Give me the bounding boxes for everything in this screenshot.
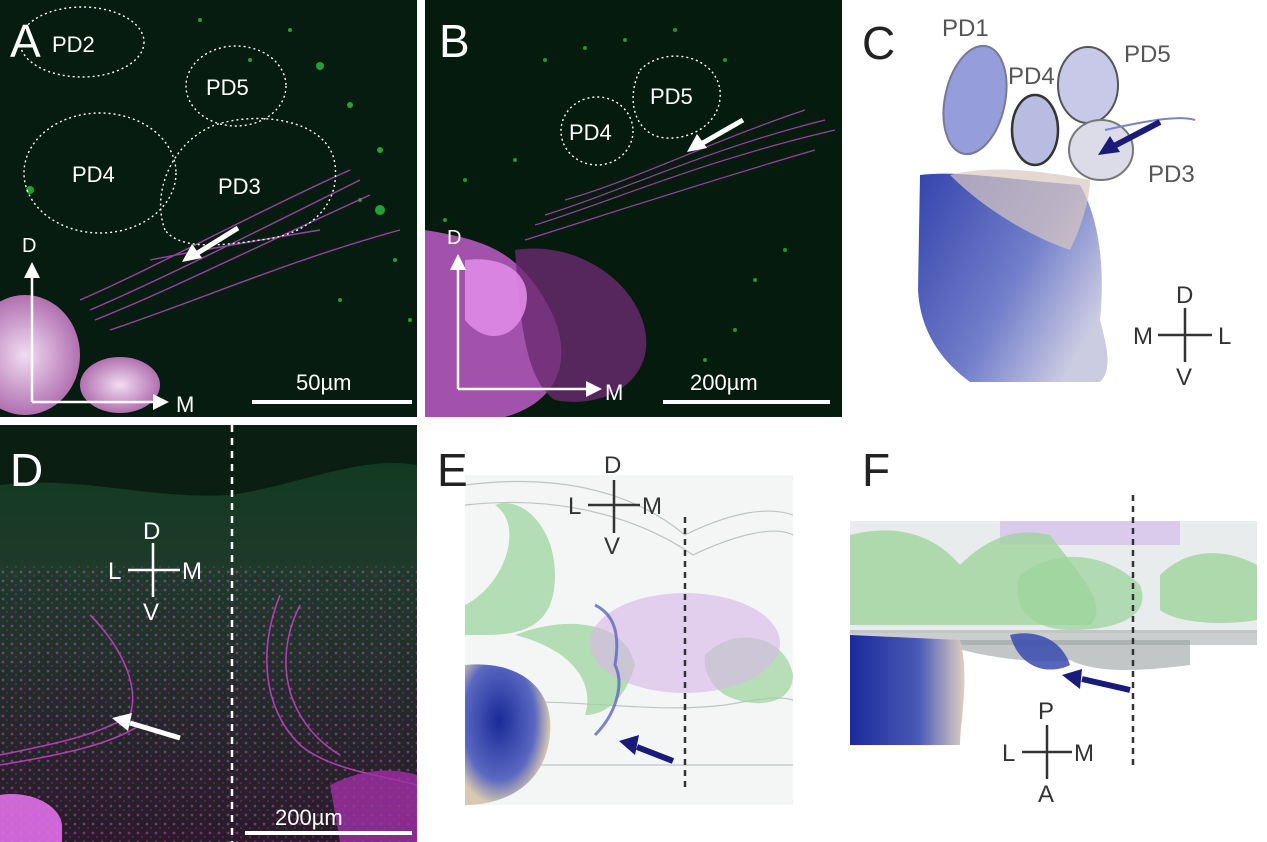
panel-f-image: P A L M <box>850 425 1267 842</box>
panel-a-axis-label-d: D <box>22 235 36 257</box>
panel-a-region-pd3: PD3 <box>218 174 261 199</box>
panel-c-region-pd3: PD3 <box>1148 161 1195 188</box>
panel-f-compass-top: P <box>1038 698 1054 725</box>
panel-b-region-pd4: PD4 <box>569 120 612 145</box>
panel-d-scale-label: 200µm <box>275 805 343 830</box>
panel-c: PD1 PD4 PD5 PD3 D V M L C <box>850 0 1267 417</box>
panel-a-label: A <box>10 18 41 64</box>
panel-d: D V L M 200µm D <box>0 425 417 842</box>
panel-a-axis-label-m: M <box>176 392 194 417</box>
panel-c-label: C <box>862 20 895 66</box>
panel-d-image: D V L M 200µm <box>0 425 417 842</box>
panel-c-image: PD1 PD4 PD5 PD3 D V M L <box>850 0 1267 417</box>
panel-e: D V L M E <box>425 425 842 842</box>
panel-c-compass <box>1158 308 1212 362</box>
panel-a-region-pd2: PD2 <box>52 32 95 57</box>
panel-d-label: D <box>10 447 43 493</box>
panel-d-compass-top: D <box>143 518 160 545</box>
panel-e-image: D V L M <box>425 425 842 842</box>
panel-b: PD4 PD5 D M 200µm B <box>425 0 842 417</box>
panel-c-compass-left: M <box>1133 323 1153 350</box>
panel-e-compass-left: L <box>568 493 581 520</box>
panel-c-region-pd4: PD4 <box>1008 63 1055 90</box>
panel-f-compass <box>1022 725 1072 779</box>
panel-d-compass-right: M <box>182 558 202 585</box>
panel-f-compass-right: M <box>1074 740 1094 767</box>
panel-d-compass-bottom: V <box>143 599 159 626</box>
panel-c-compass-right: L <box>1218 323 1231 350</box>
panel-e-compass-bottom: V <box>604 533 620 560</box>
panel-f: P A L M F <box>850 425 1267 842</box>
panel-d-compass-left: L <box>108 558 121 585</box>
panel-b-axis-label-d: D <box>447 227 461 249</box>
panel-f-label: F <box>862 447 890 493</box>
panel-a-region-pd4: PD4 <box>72 162 115 187</box>
panel-c-compass-top: D <box>1176 282 1193 309</box>
panel-a-scale-label: 50µm <box>296 370 351 395</box>
panel-a-region-pd5: PD5 <box>206 75 249 100</box>
panel-f-arrow-icon <box>1062 669 1130 690</box>
panel-a: PD2 PD5 PD4 PD3 D M 50µm A <box>0 0 417 417</box>
panel-b-region-pd5: PD5 <box>650 84 693 109</box>
panel-e-label: E <box>437 447 468 493</box>
panel-a-image: PD2 PD5 PD4 PD3 D M 50µm <box>0 0 417 417</box>
panel-b-label: B <box>439 18 470 64</box>
panel-c-region-pd1: PD1 <box>942 15 989 42</box>
panel-b-image: PD4 PD5 D M 200µm <box>425 0 842 417</box>
panel-f-compass-left: L <box>1002 740 1015 767</box>
panel-c-region-pd5: PD5 <box>1124 41 1171 68</box>
panel-e-compass-right: M <box>642 493 662 520</box>
panel-b-scale-label: 200µm <box>690 370 758 395</box>
panel-c-compass-bottom: V <box>1176 364 1192 391</box>
panel-e-compass-top: D <box>604 452 621 479</box>
panel-b-axis-label-m: M <box>605 380 623 405</box>
panel-f-compass-bottom: A <box>1038 781 1054 808</box>
